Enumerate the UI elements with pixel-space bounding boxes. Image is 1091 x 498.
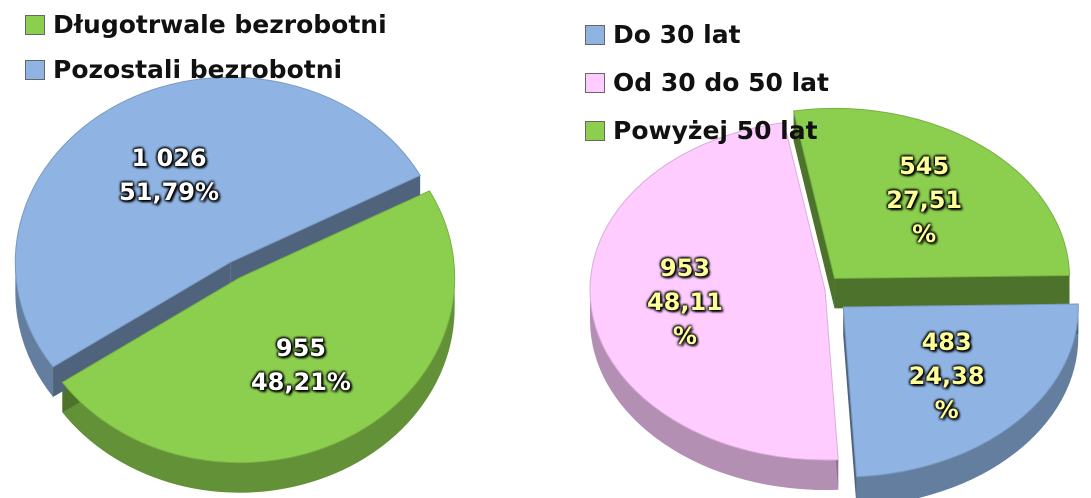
slice-label: 953 48,11 % bbox=[640, 251, 730, 353]
legend-item: Pozostali bezrobotni bbox=[25, 55, 342, 84]
slice-label: 955 48,21% bbox=[251, 331, 351, 399]
slice-label: 545 27,51 % bbox=[879, 149, 969, 251]
legend-item: Powyżej 50 lat bbox=[585, 116, 818, 145]
percent-label: 27,51 % bbox=[886, 185, 963, 248]
legend-swatch bbox=[25, 59, 45, 80]
legend-item: Od 30 do 50 lat bbox=[585, 68, 829, 97]
legend-swatch bbox=[25, 14, 45, 35]
legend-swatch bbox=[585, 24, 605, 45]
legend-item: Długotrwale bezrobotni bbox=[25, 10, 387, 39]
percent-label: 24,38 % bbox=[908, 362, 985, 425]
slice bbox=[61, 190, 456, 464]
slice-label: 483 24,38 % bbox=[902, 325, 992, 427]
slice bbox=[14, 76, 421, 368]
value-label: 483 bbox=[921, 328, 972, 357]
legend-swatch bbox=[585, 120, 605, 141]
slice bbox=[792, 107, 1071, 279]
legend-text: Pozostali bezrobotni bbox=[53, 55, 343, 84]
legend-swatch bbox=[585, 72, 605, 93]
legend-text: Długotrwale bezrobotni bbox=[53, 10, 387, 39]
slice-face bbox=[834, 275, 1070, 309]
slice-side bbox=[856, 307, 1079, 498]
slice-face bbox=[793, 111, 835, 309]
value-label: 545 bbox=[899, 151, 950, 180]
slice bbox=[589, 122, 839, 461]
legend-text: Do 30 lat bbox=[613, 20, 741, 49]
legend-text: Powyżej 50 lat bbox=[613, 116, 818, 145]
slice-label: 1 026 51,79% bbox=[119, 141, 219, 209]
value-label: 953 bbox=[659, 253, 710, 282]
value-label: 1 026 bbox=[131, 144, 207, 173]
percent-label: 48,11 % bbox=[646, 287, 723, 350]
percent-label: 51,79% bbox=[119, 178, 220, 207]
slice-side bbox=[590, 290, 839, 491]
percent-label: 48,21% bbox=[250, 367, 351, 396]
slice-side bbox=[62, 277, 455, 493]
slice-side bbox=[15, 262, 54, 397]
value-label: 955 bbox=[275, 333, 326, 362]
slice bbox=[842, 303, 1079, 478]
legend-item: Do 30 lat bbox=[585, 20, 741, 49]
legend-text: Od 30 do 50 lat bbox=[613, 68, 830, 97]
